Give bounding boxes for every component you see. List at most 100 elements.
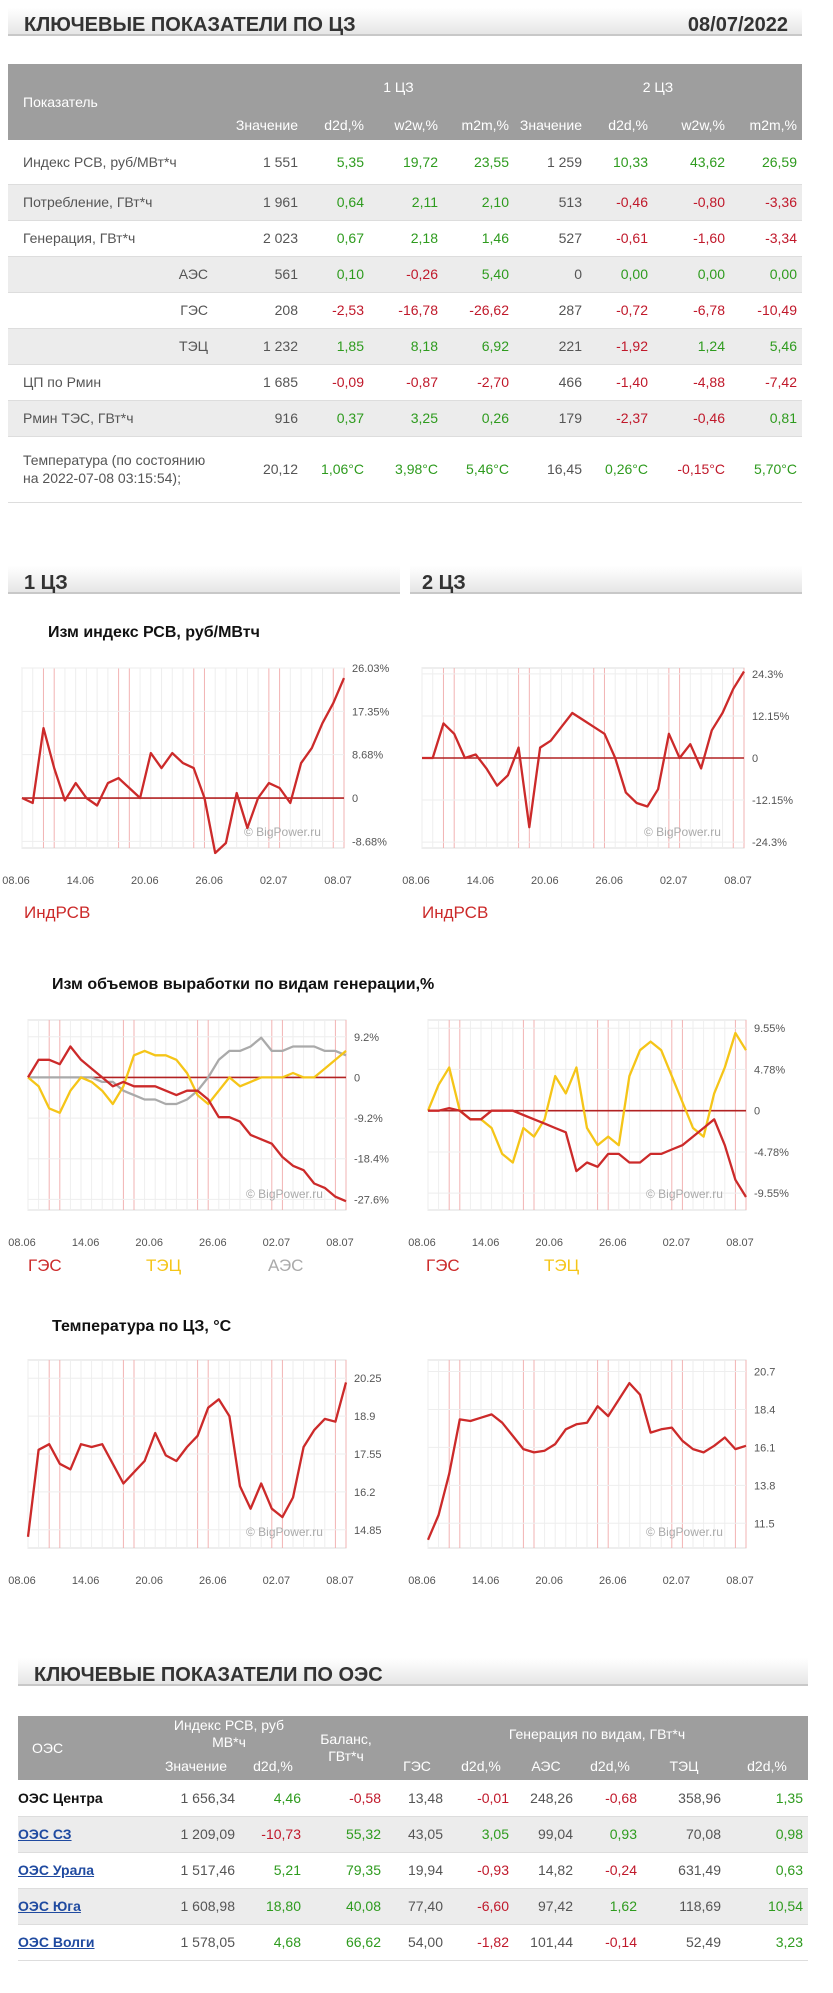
oes-cell: 79,35 — [345, 1862, 381, 1878]
oes-cell: 10,54 — [767, 1898, 803, 1914]
x-tick-label: 14.06 — [72, 1237, 100, 1249]
x-tick-label: 14.06 — [472, 1575, 500, 1587]
table-cell: 2,11 — [411, 194, 438, 210]
oes-cell: 101,44 — [530, 1934, 573, 1950]
group-2cz-header: 2 ЦЗ — [514, 64, 802, 110]
table-cell: 0,00 — [697, 266, 725, 282]
row-label: ТЭЦ — [179, 338, 208, 354]
oes-cell: 4,68 — [273, 1934, 301, 1950]
y-tick-label: -9.2% — [354, 1113, 383, 1125]
oes-cell: 55,32 — [345, 1826, 381, 1842]
x-tick-label: 20.06 — [531, 875, 559, 887]
table-cell: 1,46 — [481, 230, 509, 246]
oes-sub-header-7: d2d,% — [726, 1752, 808, 1780]
oes-cell: 19,94 — [407, 1862, 443, 1878]
table-cell: 561 — [274, 266, 298, 282]
chart-price2: 24.3% 12.15% 0 -12.15% -24.3% 08.06 14.06 20.06… — [402, 667, 793, 887]
chart-temp2: 20.7 18.4 16.1 13.8 11.5 08.06 14.06 20.06 26.06… — [408, 1359, 775, 1587]
table-cell: 1 259 — [546, 153, 582, 170]
table-cell: 0,00 — [769, 266, 797, 282]
oes-link[interactable]: ОЭС Юга — [18, 1898, 81, 1914]
table-row: ГЭС 208 -2,53 -16,78 -26,62 287 -0,72 -6,78 -10,… — [8, 292, 802, 328]
x-tick-label: 26.06 — [595, 875, 623, 887]
series-line-1 — [27, 1049, 347, 1114]
table-row: ТЭЦ 1 232 1,85 8,18 6,92 221 -1,92 1,24 5,46 — [8, 328, 802, 364]
oes-row: ОЭС Юга 1 608,98 18,80 40,08 77,40 -6,60 97,42… — [18, 1888, 808, 1924]
table-cell: 0,10 — [336, 266, 364, 282]
oes-row: ОЭС СЗ 1 209,09 -10,73 55,32 43,05 3,05 99,04 0… — [18, 1816, 808, 1852]
table-cell: -0,26 — [406, 266, 438, 282]
oes-sub-header-2: ГЭС — [386, 1752, 448, 1780]
gen-chart-title: Изм объемов выработки по видам генерации… — [52, 976, 435, 993]
sub-header-6: w2w,% — [653, 110, 730, 140]
sub-header-3: m2m,% — [443, 110, 514, 140]
row-label: ЦП по Рмин — [23, 374, 102, 390]
y-tick-label: 4.78% — [754, 1064, 785, 1076]
x-tick-label: 08.06 — [2, 875, 30, 887]
watermark: © BigPower.ru — [646, 1525, 723, 1539]
oes-sub-header-3: d2d,% — [448, 1752, 514, 1780]
y-tick-label: -12.15% — [752, 795, 793, 807]
y-tick-label: 9.55% — [754, 1023, 785, 1035]
y-tick-label: 20.25 — [354, 1373, 382, 1385]
table-cell: 1 232 — [262, 338, 298, 354]
table-cell: -6,78 — [693, 302, 725, 318]
table-cell: 3,98°C — [395, 461, 438, 477]
x-tick-label: 26.06 — [199, 1575, 227, 1587]
oes-cell: -0,58 — [349, 1789, 381, 1806]
oes-link[interactable]: ОЭС Урала — [18, 1862, 95, 1878]
x-tick-label: 14.06 — [472, 1237, 500, 1249]
y-tick-label: 18.4 — [754, 1404, 775, 1416]
x-tick-label: 20.06 — [135, 1237, 163, 1249]
oes-cell: 52,49 — [685, 1934, 721, 1950]
oes-cell: 118,69 — [679, 1898, 721, 1914]
row-label: Потребление, ГВт*ч — [23, 194, 153, 210]
y-tick-label: 17.55 — [354, 1449, 382, 1461]
oes-name-cell: ОЭС СЗ — [18, 1816, 152, 1852]
oes-cell: 77,40 — [407, 1898, 443, 1914]
x-tick-label: 20.06 — [535, 1575, 563, 1587]
sub-header-4: Значение — [514, 110, 587, 140]
legend-price-1cz: ИндРСВ — [24, 903, 91, 922]
oes-cell: 0,98 — [775, 1826, 803, 1842]
table-cell: 0,26 — [481, 410, 509, 426]
oes-title: КЛЮЧЕВЫЕ ПОКАЗАТЕЛИ ПО ОЭС — [34, 1664, 383, 1686]
oes-link[interactable]: ОЭС Волги — [18, 1934, 95, 1950]
series-line-0 — [422, 670, 745, 829]
y-tick-label: 9.2% — [354, 1032, 379, 1044]
table-cell: -0,80 — [693, 194, 725, 210]
oes-row: ОЭС Центра 1 656,34 4,46 -0,58 13,48 -0,01 248… — [18, 1780, 808, 1816]
oes-cell: 40,08 — [345, 1898, 381, 1914]
x-tick-label: 20.06 — [535, 1237, 563, 1249]
y-tick-label: 17.35% — [352, 706, 390, 718]
sub-header-5: d2d,% — [587, 110, 653, 140]
table-cell: 8,18 — [410, 338, 438, 354]
y-tick-label: -4.78% — [754, 1147, 789, 1159]
x-tick-label: 14.06 — [467, 875, 495, 887]
table-cell: 221 — [558, 338, 582, 354]
watermark: © BigPower.ru — [246, 1187, 323, 1201]
table-cell: 19,72 — [402, 153, 438, 170]
table-row: Потребление, ГВт*ч 1 961 0,64 2,11 2,10 513 -0… — [8, 184, 802, 220]
table-row: Генерация, ГВт*ч 2 023 0,67 2,18 1,46 527 -0,6… — [8, 220, 802, 256]
x-tick-label: 02.07 — [260, 875, 288, 887]
series-line-0 — [21, 677, 346, 855]
oes-link[interactable]: ОЭС СЗ — [18, 1826, 72, 1842]
table-cell: 287 — [558, 302, 582, 318]
x-tick-label: 26.06 — [599, 1237, 627, 1249]
legend-price-2cz: ИндРСВ — [422, 903, 489, 922]
oes-name-cell: ОЭС Урала — [18, 1852, 152, 1888]
table-cell: 10,33 — [612, 153, 648, 170]
table-cell: 0,67 — [336, 230, 364, 246]
y-tick-label: 20.7 — [754, 1367, 775, 1379]
table-cell: -0,72 — [616, 302, 648, 318]
oes-balance-header: Баланс, ГВт*ч — [306, 1716, 386, 1780]
page-header: КЛЮЧЕВЫЕ ПОКАЗАТЕЛИ ПО ЦЗ 08/07/2022 — [8, 8, 802, 36]
oes-cell: 1 578,05 — [180, 1934, 236, 1950]
oes-index-header: Индекс РСВ, руб МВ*ч — [152, 1716, 306, 1752]
table-cell: -7,42 — [765, 374, 797, 390]
table-cell: 26,59 — [761, 153, 797, 170]
oes-cell: -0,01 — [477, 1789, 509, 1806]
chart-price1: 26.03% 17.35% 8.68% 0 -8.68% 08.06 14.06 20.06 2… — [2, 663, 389, 887]
legend-ges-1cz: ГЭС — [28, 1256, 62, 1275]
